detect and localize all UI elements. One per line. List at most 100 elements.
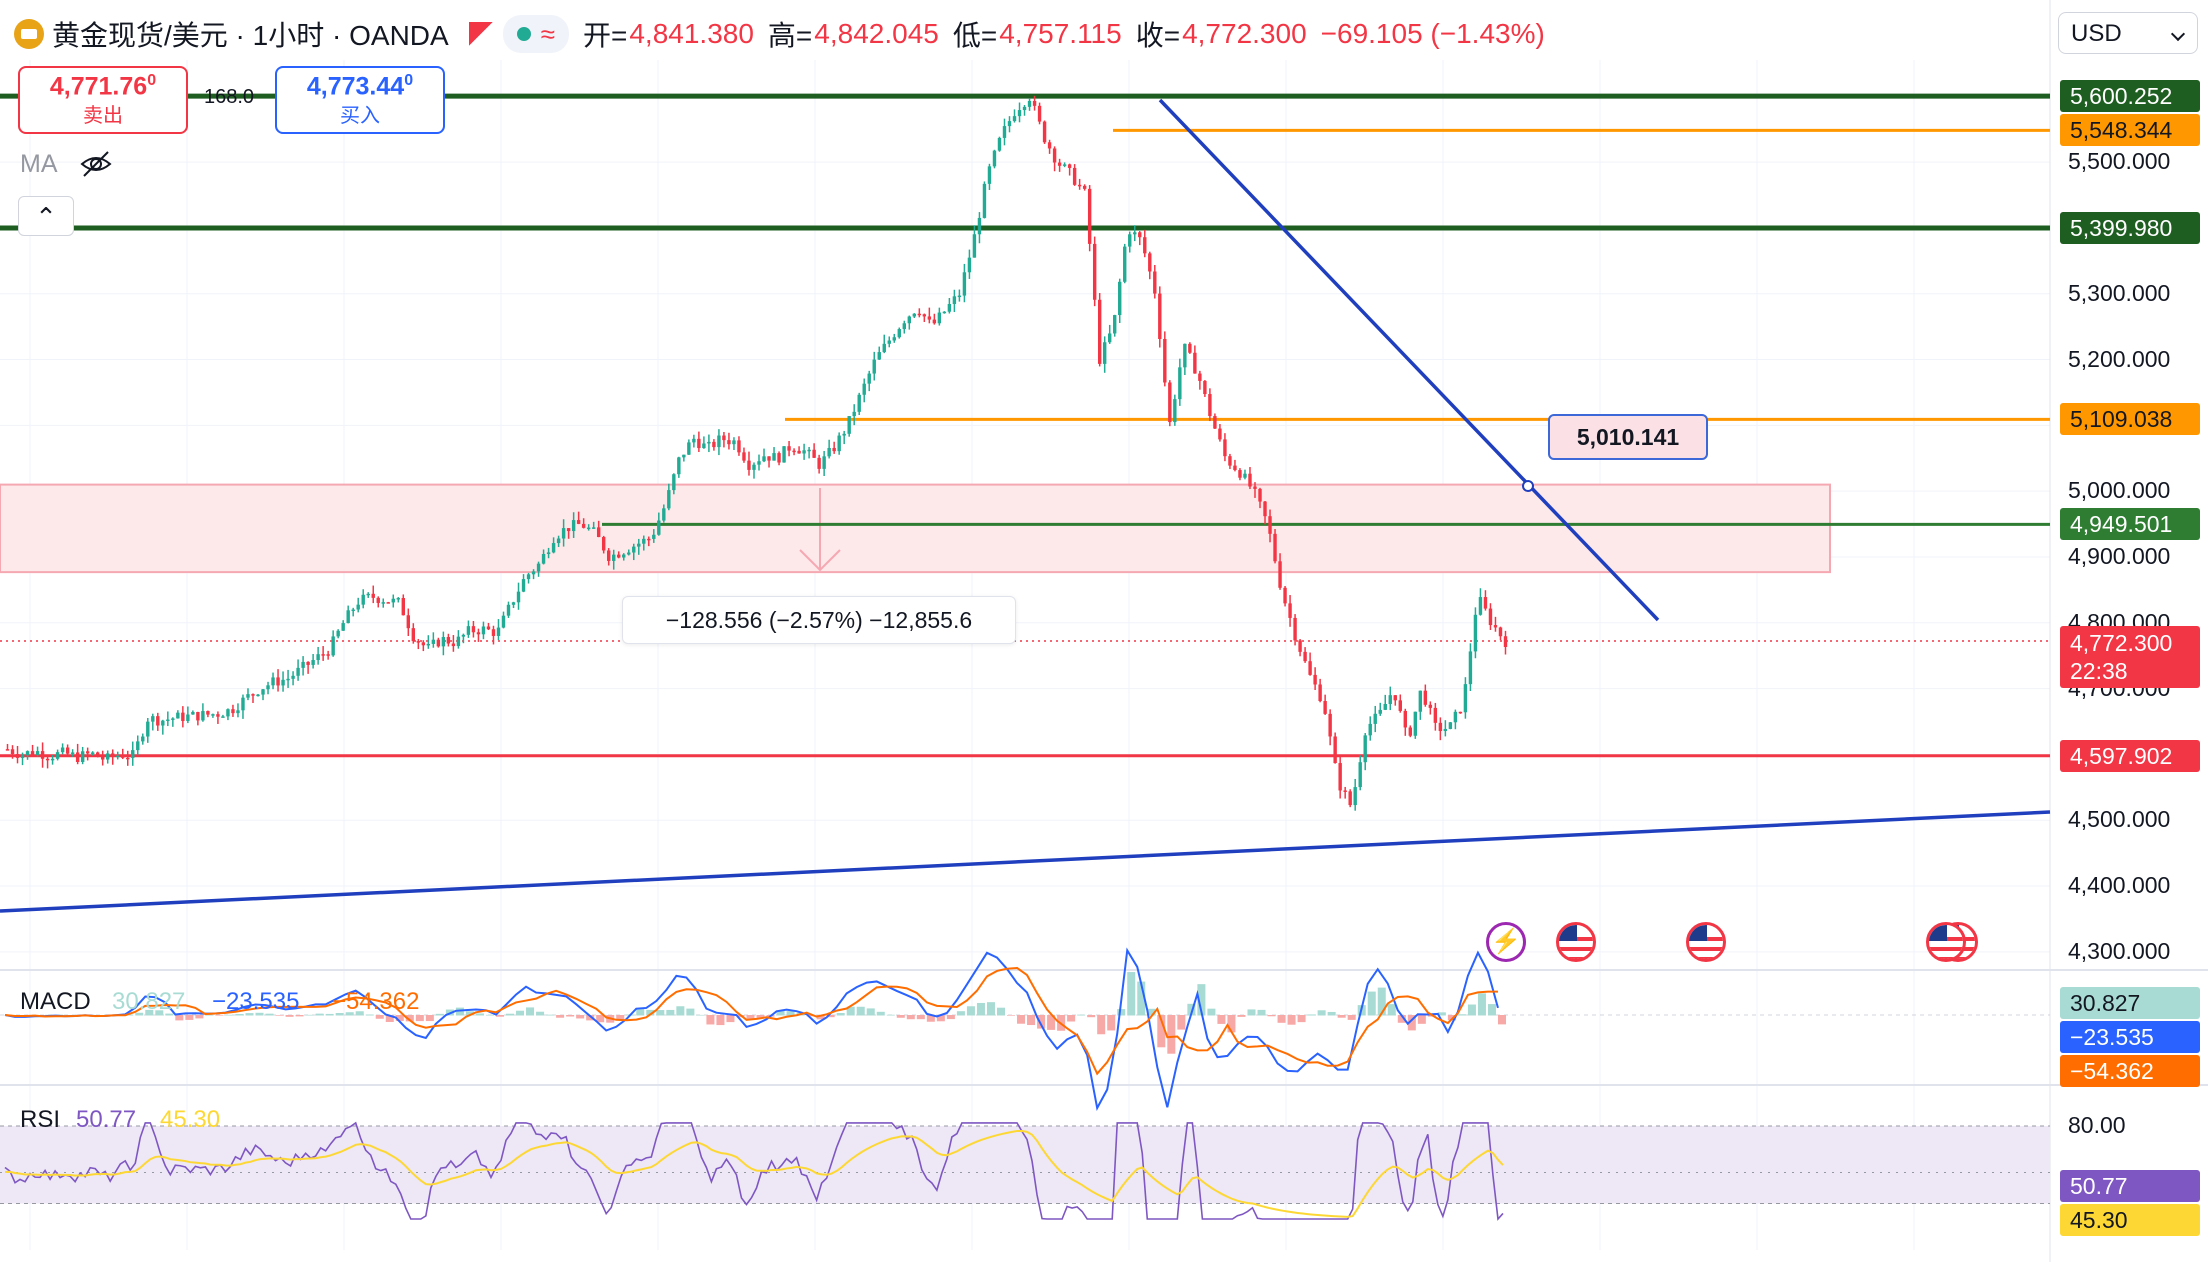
market-status-pill[interactable]: ≈ — [502, 15, 569, 53]
candle-body — [301, 661, 305, 668]
macd-label[interactable]: MACD — [20, 988, 91, 1015]
candle-body — [266, 685, 270, 690]
candle-body — [431, 639, 436, 644]
candle-body — [1353, 787, 1357, 806]
candle-body — [186, 714, 190, 721]
macd-histogram-bar — [1447, 1015, 1456, 1021]
price-level-tag[interactable]: 4,949.501 — [2060, 508, 2200, 541]
candle-body — [556, 538, 561, 544]
macd-histogram-bar — [385, 1015, 394, 1022]
trendline-price-callout[interactable]: 5,010.141 — [1548, 414, 1708, 460]
macd-histogram-bar — [255, 1012, 264, 1016]
price-axis-tick: 5,300.000 — [2068, 279, 2171, 306]
chevron-up-icon: ⌃ — [35, 202, 57, 232]
macd-histogram-bar — [926, 1015, 935, 1022]
candle-body — [1022, 106, 1027, 111]
candle-body — [1448, 722, 1453, 729]
macd-histogram-bar — [946, 1015, 955, 1020]
macd-histogram-bar — [495, 1015, 504, 1017]
candle-body — [476, 632, 481, 635]
price-level-tag[interactable]: 5,399.980 — [2060, 211, 2200, 244]
candle-body — [1483, 597, 1488, 609]
macd-histogram-bar — [846, 1006, 855, 1016]
candle-body — [1473, 614, 1478, 652]
candle-body — [386, 602, 390, 604]
candle-body — [576, 520, 581, 524]
us-flag-event-icon[interactable] — [1556, 922, 1596, 962]
candle-body — [1503, 636, 1508, 648]
measure-label[interactable]: −128.556 (−2.57%) −12,855.6 — [622, 596, 1016, 644]
candle-body — [126, 757, 130, 760]
candle-body — [1303, 651, 1307, 662]
candle-body — [1388, 695, 1392, 704]
hide-eye-icon[interactable] — [80, 150, 112, 178]
candle-body — [246, 694, 250, 698]
candle-body — [827, 447, 831, 457]
candle-body — [1183, 343, 1187, 368]
candle-body — [1173, 399, 1177, 423]
candle-body — [1153, 271, 1157, 294]
candle-body — [541, 554, 546, 564]
price-level-tag[interactable]: 4,597.902 — [2060, 739, 2200, 772]
us-flag-event-icon[interactable] — [1926, 922, 1966, 962]
rsi-label[interactable]: RSI — [20, 1106, 61, 1133]
candle-body — [361, 594, 365, 605]
macd-histogram-bar — [1267, 1015, 1276, 1017]
collapse-legend-button[interactable]: ⌃ — [18, 196, 74, 236]
candle-body — [1143, 237, 1147, 254]
macd-histogram-bar — [1367, 991, 1376, 1016]
ma-indicator-label[interactable]: MA — [20, 150, 58, 178]
trendline-anchor-point — [1522, 480, 1534, 492]
currency-select[interactable]: USD — [2058, 12, 2198, 54]
candle-body — [35, 751, 40, 755]
candle-body — [1398, 700, 1402, 711]
us-flag-event-icon[interactable] — [1686, 922, 1726, 962]
candle-body — [1428, 704, 1433, 708]
macd-histogram-bar — [435, 1013, 444, 1016]
candle-body — [807, 449, 811, 452]
candle-body — [1423, 690, 1428, 705]
sell-button[interactable]: 4,771.760 卖出 — [18, 66, 188, 134]
candle-body — [1278, 561, 1282, 588]
candle-body — [50, 758, 55, 761]
candle-body — [406, 615, 411, 629]
price-level-tag[interactable]: 5,600.252 — [2060, 80, 2200, 113]
gold-symbol-icon — [14, 19, 44, 49]
candle-body — [1463, 684, 1468, 713]
macd-histogram-bar — [556, 1015, 565, 1018]
bolt-event-icon[interactable]: ⚡ — [1486, 922, 1526, 962]
macd-histogram-bar — [786, 1011, 795, 1016]
candle-body — [797, 450, 801, 454]
flag-icon[interactable] — [468, 22, 493, 46]
price-level-tag[interactable]: 5,548.344 — [2060, 114, 2200, 147]
macd-histogram-bar — [1297, 1015, 1306, 1023]
macd-histogram-bar — [966, 1006, 975, 1016]
candle-body — [346, 610, 350, 624]
macd-histogram-bar — [936, 1015, 945, 1022]
symbol-title[interactable]: 黄金现货/美元 · 1小时 · OANDA — [52, 20, 449, 51]
macd-histogram-bar — [546, 1014, 555, 1016]
candle-body — [181, 712, 185, 721]
rsi-ma-line — [4, 1129, 1504, 1218]
candle-body — [742, 452, 746, 461]
candle-body — [141, 736, 145, 742]
candle-body — [737, 440, 741, 453]
price-axis-tick: 4,900.000 — [2068, 542, 2171, 569]
candle-body — [1243, 473, 1247, 478]
candle-body — [116, 755, 120, 758]
macd-histogram-bar — [1477, 993, 1486, 1016]
candle-body — [136, 741, 140, 751]
close-value: 4,772.300 — [1182, 18, 1307, 49]
candle-body — [987, 166, 992, 184]
candle-body — [176, 712, 180, 719]
price-level-tag[interactable]: 5,109.038 — [2060, 403, 2200, 436]
candle-body — [1283, 587, 1287, 604]
candle-body — [1443, 728, 1448, 732]
macd-histogram-bar — [896, 1015, 905, 1018]
candle-body — [1348, 791, 1352, 806]
candle-body — [596, 527, 601, 538]
buy-button[interactable]: 4,773.440 买入 — [275, 66, 445, 134]
candle-body — [672, 474, 676, 491]
